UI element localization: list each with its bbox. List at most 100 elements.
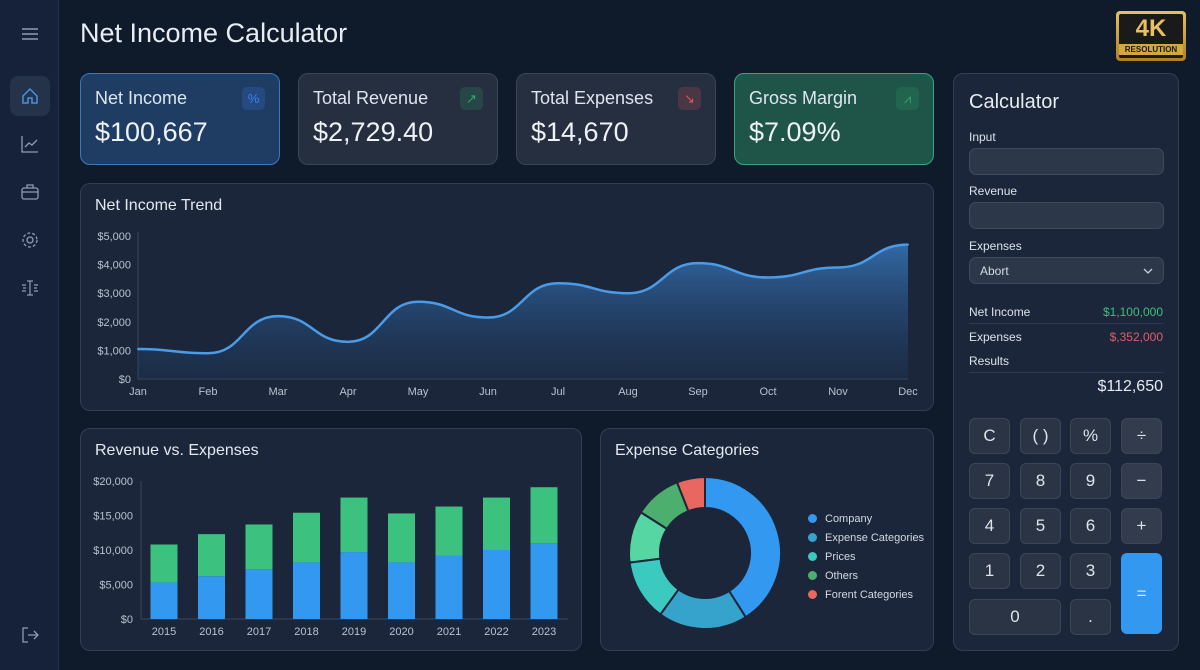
expense-categories-panel: Expense Categories Company Expense Catego…: [600, 428, 934, 651]
y-tick-label: $5,000: [99, 580, 133, 592]
calc-key[interactable]: ÷: [1121, 418, 1162, 454]
bar-segment-2022: [483, 497, 510, 550]
bar-segment-2019: [340, 497, 368, 553]
bar-segment-2019: [340, 552, 368, 619]
calculator-panel: Calculator Input Revenue Expenses Abort …: [953, 73, 1179, 651]
card-label: Total Expenses: [531, 88, 654, 108]
legend-item: Expense Categories: [808, 528, 924, 547]
calculator-title: Calculator: [969, 91, 1060, 113]
bar-segment-2021: [435, 506, 463, 556]
net-income-label: Net Income: [969, 305, 1031, 319]
calc-key[interactable]: 5: [1020, 508, 1061, 544]
x-tick-label: Sep: [688, 386, 708, 398]
legend-dot-icon: [808, 552, 817, 561]
legend-item: Prices: [808, 547, 924, 566]
input-field[interactable]: [969, 148, 1164, 175]
card-value: $14,670: [531, 117, 629, 147]
results-value: $112,650: [1097, 378, 1163, 395]
card-label: Total Revenue: [313, 88, 429, 108]
calc-key[interactable]: 1: [969, 553, 1010, 589]
filter-icon[interactable]: [10, 268, 50, 308]
legend-item: Forent Categories: [808, 585, 924, 604]
kpi-card-total-expenses[interactable]: Total Expenses $14,670 ↘: [516, 73, 716, 165]
expense-categories-chart: [628, 475, 782, 630]
x-tick-label: Mar: [269, 386, 288, 398]
arrow-up-right-icon: ↗: [460, 87, 483, 110]
bar-segment-2017: [245, 569, 273, 619]
x-tick-label: Jul: [551, 386, 565, 398]
expenses-select[interactable]: Abort: [969, 257, 1164, 284]
donut-slice: [704, 475, 782, 619]
calc-key[interactable]: C: [969, 418, 1010, 454]
legend-item: Company: [808, 509, 924, 528]
4k-resolution-logo: 4K RESOLUTION: [1116, 11, 1186, 61]
legend-label: Forent Categories: [825, 588, 914, 601]
data-point: [207, 352, 209, 355]
data-point: [417, 300, 419, 303]
x-tick-label: Jan: [129, 386, 147, 398]
menu-icon[interactable]: [10, 14, 50, 54]
bar-segment-2015: [150, 582, 178, 619]
y-tick-label: $20,000: [93, 476, 133, 488]
bar-segment-2020: [388, 562, 415, 619]
data-point: [697, 262, 699, 265]
calc-key[interactable]: ( ): [1020, 418, 1061, 454]
kpi-card-total-revenue[interactable]: Total Revenue $2,729.40 ↗: [298, 73, 498, 165]
x-tick-label: 2021: [437, 626, 461, 638]
y-tick-label: $0: [119, 374, 131, 386]
revenue-vs-expenses-panel: Revenue vs. Expenses $0 $5,000 $10,000 $15,…: [80, 428, 582, 651]
calc-key[interactable]: 2: [1020, 553, 1061, 589]
bar-segment-2017: [245, 524, 273, 570]
trend-icon: ⩘: [896, 87, 919, 110]
data-point: [277, 315, 279, 318]
x-tick-label: 2015: [152, 626, 176, 638]
x-tick-label: 2017: [247, 626, 271, 638]
panel-title: Expense Categories: [615, 442, 760, 459]
y-tick-label: $15,000: [93, 511, 133, 523]
revenue-field[interactable]: [969, 202, 1164, 229]
bar-segment-2016: [198, 576, 225, 619]
calc-key[interactable]: 7: [969, 463, 1010, 499]
gear-icon[interactable]: [10, 220, 50, 260]
bar-segment-2023: [530, 487, 558, 544]
y-tick-label: $2,000: [97, 317, 131, 329]
calc-key[interactable]: 4: [969, 508, 1010, 544]
x-tick-label: May: [408, 386, 429, 398]
legend-item: Others: [808, 566, 924, 585]
percent-icon: %: [242, 87, 265, 110]
expenses-row-label: Expenses: [969, 330, 1022, 344]
x-tick-label: 2023: [532, 626, 556, 638]
legend-label: Company: [825, 512, 873, 525]
legend-dot-icon: [808, 571, 817, 580]
calc-key[interactable]: 6: [1070, 508, 1111, 544]
divider: [969, 372, 1164, 373]
x-tick-label: Jun: [479, 386, 497, 398]
bar-segment-2018: [293, 562, 320, 619]
line-chart-icon[interactable]: [10, 124, 50, 164]
x-tick-label: Feb: [199, 386, 218, 398]
expenses-row-value: $,352,000: [1109, 330, 1163, 344]
calc-key[interactable]: +: [1121, 508, 1162, 544]
kpi-card-gross-margin[interactable]: Gross Margin $7.09% ⩘: [734, 73, 934, 165]
x-tick-label: Aug: [618, 386, 638, 398]
calc-key[interactable]: .: [1070, 599, 1111, 635]
logout-icon[interactable]: [10, 615, 50, 655]
bar-segment-2020: [388, 513, 415, 563]
bar-segment-2018: [293, 512, 320, 563]
kpi-card-net-income[interactable]: Net Income $100,667 %: [80, 73, 280, 165]
card-value: $7.09%: [749, 117, 841, 147]
calc-key[interactable]: 8: [1020, 463, 1061, 499]
y-tick-label: $3,000: [97, 288, 131, 300]
briefcase-icon[interactable]: [10, 172, 50, 212]
donut-slice: [675, 475, 706, 513]
calc-key[interactable]: =: [1121, 553, 1162, 634]
arrow-down-right-icon: ↘: [678, 87, 701, 110]
calc-key[interactable]: 3: [1070, 553, 1111, 589]
calc-key[interactable]: 9: [1070, 463, 1111, 499]
calc-key[interactable]: −: [1121, 463, 1162, 499]
calc-key[interactable]: 0: [969, 599, 1061, 635]
calc-key[interactable]: %: [1070, 418, 1111, 454]
home-icon[interactable]: [10, 76, 50, 116]
data-point: [837, 266, 839, 269]
bar-segment-2015: [150, 544, 178, 583]
